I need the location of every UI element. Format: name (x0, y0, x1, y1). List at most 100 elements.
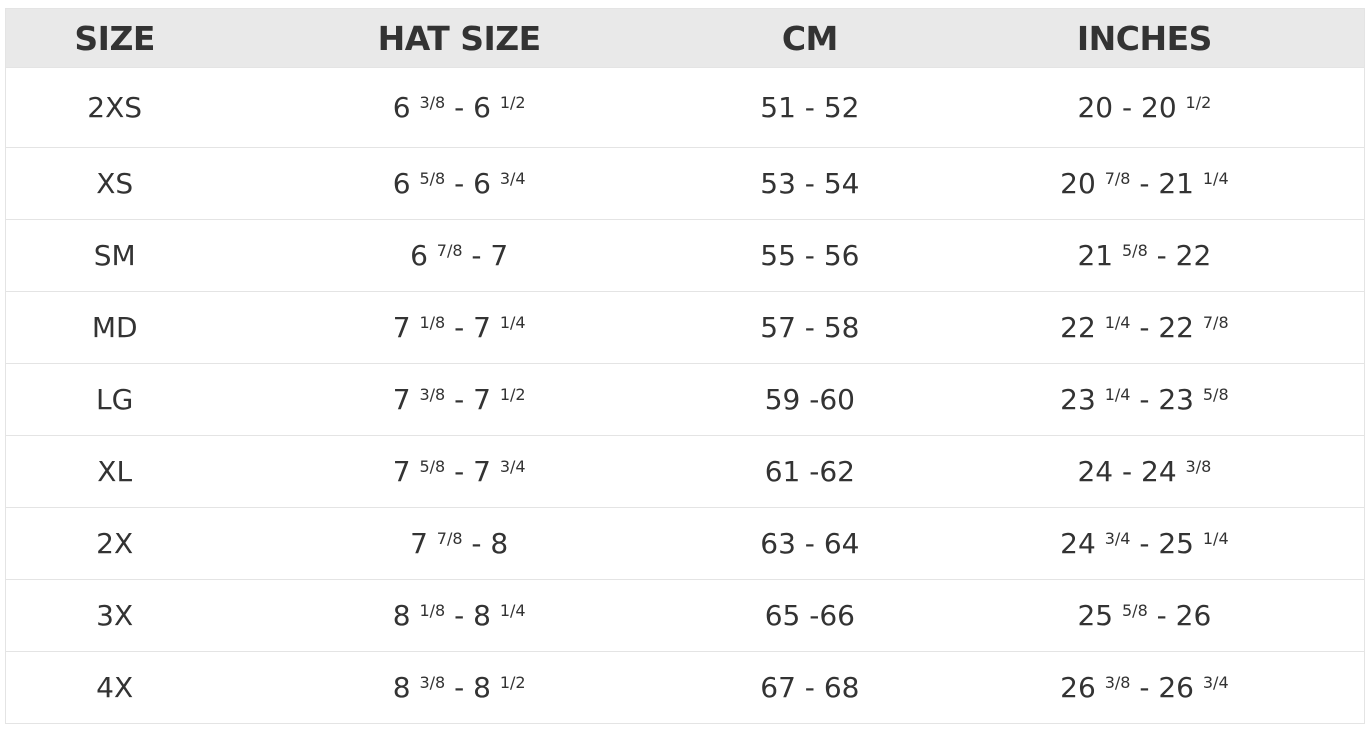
table-row: 2X 7 7/8 - 8 63 - 64 24 3/4 - 25 1/4 (5, 507, 1365, 580)
inches-cell: 22 1/4 - 22 7/8 (924, 291, 1365, 364)
cm-cell: 67 - 68 (694, 651, 925, 724)
fraction: 1/2 (1185, 93, 1212, 112)
value-text: 65 -66 (764, 599, 855, 632)
value-text: 24 - 24 (1077, 455, 1186, 488)
value-text: 7 (410, 527, 437, 560)
fraction: 3/8 (419, 93, 446, 112)
value-text: - 6 (445, 167, 500, 200)
hat-size-cell: 6 7/8 - 7 (223, 219, 695, 292)
cm-cell: 61 -62 (694, 435, 925, 508)
value-text: 61 -62 (764, 455, 855, 488)
header-inches: INCHES (924, 8, 1365, 68)
fraction: 7/8 (436, 241, 463, 260)
value-text: 7 (392, 311, 420, 344)
hat-size-cell: 7 3/8 - 7 1/2 (223, 363, 695, 436)
cm-cell: 51 - 52 (694, 67, 925, 148)
value-text: 67 - 68 (760, 671, 860, 704)
fraction: 1/4 (1104, 385, 1131, 404)
cm-cell: 65 -66 (694, 579, 925, 652)
value-text: 6 (410, 239, 437, 272)
value-text: - 21 (1130, 167, 1203, 200)
hat-size-cell: 6 5/8 - 6 3/4 (223, 147, 695, 220)
size-cell: SM (5, 219, 224, 292)
fraction: 1/8 (419, 601, 446, 620)
fraction: 3/4 (499, 457, 526, 476)
value-text: 2XS (87, 91, 143, 124)
table-row: 3X 8 1/8 - 8 1/4 65 -66 25 5/8 - 26 (5, 579, 1365, 652)
value-text: 51 - 52 (760, 91, 860, 124)
value-text: - 8 (462, 527, 509, 560)
value-text: - 7 (462, 239, 509, 272)
table-row: 2XS 6 3/8 - 6 1/2 51 - 52 20 - 20 1/2 (5, 67, 1365, 148)
fraction: 1/4 (499, 601, 526, 620)
fraction: 7/8 (1104, 169, 1131, 188)
value-text: - 22 (1147, 239, 1212, 272)
hat-size-cell: 7 1/8 - 7 1/4 (223, 291, 695, 364)
value-text: - 8 (445, 671, 500, 704)
header-cm: CM (694, 8, 925, 68)
fraction: 1/4 (1104, 313, 1131, 332)
fraction: 3/8 (419, 673, 446, 692)
inches-cell: 20 7/8 - 21 1/4 (924, 147, 1365, 220)
value-text: 55 - 56 (760, 239, 860, 272)
value-text: - 25 (1130, 527, 1203, 560)
fraction: 1/8 (419, 313, 446, 332)
inches-cell: 23 1/4 - 23 5/8 (924, 363, 1365, 436)
value-text: - 7 (445, 383, 500, 416)
value-text: 22 (1060, 311, 1105, 344)
hat-size-cell: 6 3/8 - 6 1/2 (223, 67, 695, 148)
value-text: 3X (96, 599, 134, 632)
size-cell: XS (5, 147, 224, 220)
fraction: 5/8 (1122, 241, 1148, 260)
value-text: - 26 (1130, 671, 1203, 704)
value-text: 4X (96, 671, 134, 704)
fraction: 1/4 (1202, 529, 1229, 548)
value-text: - 8 (445, 599, 500, 632)
value-text: 25 (1077, 599, 1122, 632)
value-text: 23 (1060, 383, 1105, 416)
fraction: 5/8 (419, 457, 446, 476)
value-text: - 22 (1130, 311, 1203, 344)
header-row: SIZE HAT SIZE CM INCHES (5, 8, 1365, 68)
size-cell: 3X (5, 579, 224, 652)
fraction: 7/8 (436, 529, 463, 548)
value-text: 53 - 54 (760, 167, 860, 200)
fraction: 1/2 (499, 673, 526, 692)
value-text: 6 (392, 91, 420, 124)
value-text: - 23 (1130, 383, 1203, 416)
value-text: 26 (1060, 671, 1105, 704)
fraction: 5/8 (1202, 385, 1229, 404)
size-chart-table: SIZE HAT SIZE CM INCHES 2XS 6 3/8 - 6 1/2… (5, 8, 1365, 724)
fraction: 5/8 (419, 169, 446, 188)
value-text: - 7 (445, 455, 500, 488)
fraction: 3/4 (1202, 673, 1229, 692)
size-cell: LG (5, 363, 224, 436)
value-text: 7 (392, 383, 420, 416)
value-text: LG (96, 383, 134, 416)
table-row: LG 7 3/8 - 7 1/2 59 -60 23 1/4 - 23 5/8 (5, 363, 1365, 436)
table-row: XS 6 5/8 - 6 3/4 53 - 54 20 7/8 - 21 1/4 (5, 147, 1365, 220)
size-cell: 2XS (5, 67, 224, 148)
inches-cell: 21 5/8 - 22 (924, 219, 1365, 292)
table-row: XL 7 5/8 - 7 3/4 61 -62 24 - 24 3/8 (5, 435, 1365, 508)
cm-cell: 57 - 58 (694, 291, 925, 364)
size-cell: XL (5, 435, 224, 508)
fraction: 1/2 (499, 93, 526, 112)
value-text: - 7 (445, 311, 500, 344)
hat-size-cell: 7 7/8 - 8 (223, 507, 695, 580)
fraction: 5/8 (1122, 601, 1148, 620)
value-text: 6 (392, 167, 420, 200)
cm-cell: 59 -60 (694, 363, 925, 436)
value-text: - 26 (1147, 599, 1212, 632)
inches-cell: 25 5/8 - 26 (924, 579, 1365, 652)
value-text: SM (93, 239, 136, 272)
value-text: 8 (392, 599, 420, 632)
fraction: 7/8 (1202, 313, 1229, 332)
fraction: 3/8 (1104, 673, 1131, 692)
table-row: SM 6 7/8 - 7 55 - 56 21 5/8 - 22 (5, 219, 1365, 292)
value-text: 20 (1060, 167, 1105, 200)
value-text: 59 -60 (764, 383, 855, 416)
hat-size-cell: 7 5/8 - 7 3/4 (223, 435, 695, 508)
value-text: 2X (96, 527, 134, 560)
hat-size-cell: 8 3/8 - 8 1/2 (223, 651, 695, 724)
